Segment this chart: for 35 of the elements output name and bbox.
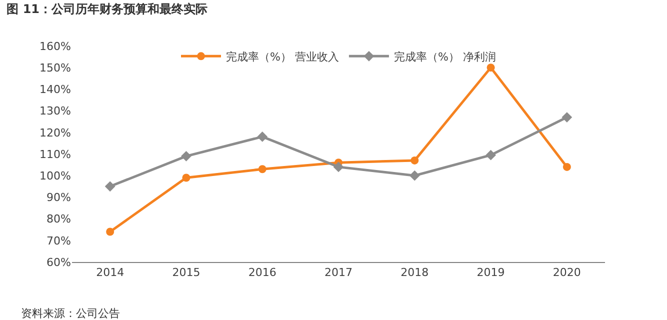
point [257,132,268,142]
y-tick-label: 70% [46,234,71,248]
point [410,156,419,164]
x-tick-label: 2020 [552,266,581,280]
point [562,162,571,171]
point [181,150,192,162]
x-tick-label: 2017 [324,266,352,280]
y-tick-label: 160% [40,40,71,53]
point [486,64,495,72]
point [104,181,116,192]
point [258,165,266,174]
x-tick-label: 2014 [96,266,124,280]
point [409,170,420,181]
y-tick-label: 140% [40,83,71,96]
y-tick-label: 150% [40,61,71,74]
y-tick-label: 60% [46,256,71,269]
x-tick-label: 2019 [476,266,505,280]
x-tick-label: 2018 [400,266,429,280]
chart-title: 图 11：公司历年财务预算和最终实际 [6,2,208,16]
y-tick-label: 90% [46,191,71,204]
x-tick-label: 2015 [172,266,200,280]
point [333,162,344,172]
y-tick-label: 120% [40,126,71,140]
x-tick-label: 2016 [248,266,276,280]
y-tick-label: 130% [40,104,71,118]
y-tick-label: 110% [40,148,71,161]
point [562,112,572,122]
y-tick-label: 80% [46,212,71,226]
legend-label: 完成率（%） 营业收入 [226,50,339,64]
text: 资料来源：公司公告 [21,307,120,320]
point [486,150,496,160]
y-tick-label: 100% [40,169,71,182]
legend-label: 完成率（%） 净利润 [394,50,496,64]
point [182,174,190,182]
point [106,228,114,236]
